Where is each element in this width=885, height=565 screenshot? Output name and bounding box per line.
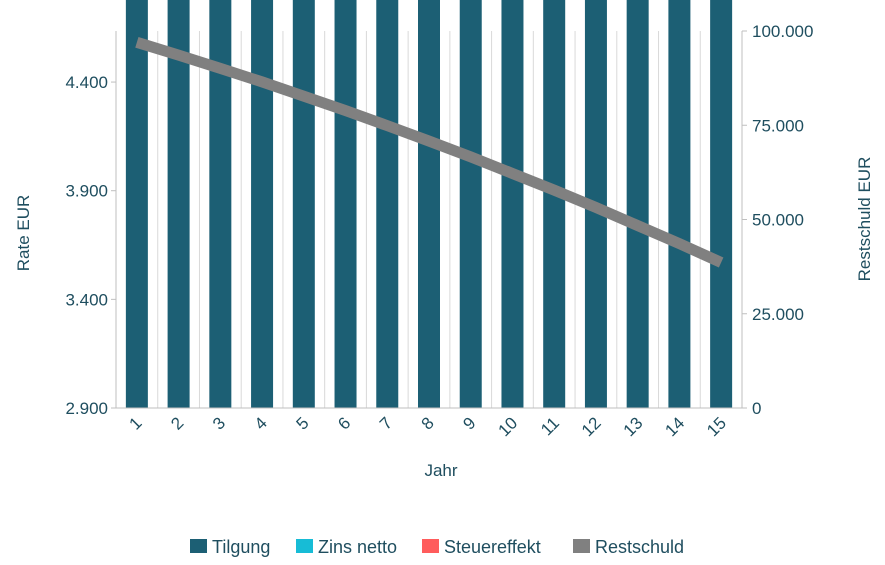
legend: Tilgung Zins netto Steuereffekt Restschuld	[190, 537, 684, 557]
x-tick-label: 5	[292, 413, 312, 433]
y-tick-label: 2.900	[65, 399, 108, 418]
left-axis-ticks: 2.900 3.400 3.900 4.400	[65, 73, 116, 418]
bar-tilgung-13	[626, 0, 649, 408]
x-tick-label: 12	[578, 413, 605, 440]
x-tick-label: 14	[661, 413, 688, 440]
legend-label-zins-netto: Zins netto	[318, 537, 397, 557]
y2-tick-label: 25.000	[752, 305, 804, 324]
x-tick-label: 2	[167, 413, 187, 433]
y2-tick-label: 75.000	[752, 116, 804, 135]
x-tick-label: 1	[126, 413, 146, 433]
y-tick-label: 4.400	[65, 73, 108, 92]
x-tick-label: 9	[459, 413, 479, 433]
legend-swatch-zins-netto	[296, 539, 313, 553]
legend-label-steuereffekt: Steuereffekt	[444, 537, 541, 557]
bar-tilgung-1	[125, 0, 148, 408]
restschuld-line-group	[135, 37, 724, 268]
x-tick-label: 4	[251, 413, 271, 433]
x-tick-label: 15	[703, 413, 730, 440]
y-tick-label: 3.900	[65, 182, 108, 201]
y2-tick-label: 100.000	[752, 22, 813, 41]
bar-tilgung-14	[668, 0, 691, 409]
x-tick-label: 10	[494, 413, 521, 440]
y2-tick-label: 50.000	[752, 211, 804, 230]
bar-tilgung-5	[292, 0, 315, 408]
x-tick-label: 8	[418, 413, 438, 433]
bar-tilgung-8	[418, 0, 440, 409]
bar-tilgung-9	[459, 0, 482, 408]
y2-tick-label: 0	[752, 399, 761, 418]
x-tick-label: 3	[209, 413, 229, 433]
x-tick-label: 13	[620, 413, 647, 440]
bar-tilgung-3	[209, 0, 232, 408]
legend-label-tilgung: Tilgung	[212, 537, 270, 557]
y2-axis-title: Restschuld EUR	[855, 157, 874, 282]
bar-tilgung-6	[334, 0, 357, 408]
bar-tilgung-4	[251, 0, 274, 409]
x-axis-ticks: 1 2 3 4 5 6 7 8 9 10 11 12 13 14 15	[126, 413, 730, 440]
bar-tilgung-2	[167, 0, 190, 408]
legend-label-restschuld: Restschuld	[595, 537, 684, 557]
bar-tilgung-15	[710, 0, 733, 408]
bar-tilgung-7	[376, 0, 399, 408]
right-axis-ticks: 0 25.000 50.000 75.000 100.000	[742, 22, 813, 418]
x-tick-label: 6	[334, 413, 354, 433]
x-tick-label: 7	[376, 413, 396, 433]
legend-swatch-restschuld	[573, 539, 590, 553]
bars	[125, 0, 733, 409]
legend-swatch-tilgung	[190, 539, 207, 553]
y-axis-title: Rate EUR	[14, 195, 33, 272]
bar-tilgung-10	[501, 0, 524, 408]
restschuld-line	[135, 37, 724, 268]
y-tick-label: 3.400	[65, 290, 108, 309]
bar-tilgung-11	[543, 0, 566, 408]
legend-swatch-steuereffekt	[422, 539, 439, 553]
x-tick-label: 11	[537, 413, 563, 439]
x-axis-title: Jahr	[424, 461, 457, 480]
